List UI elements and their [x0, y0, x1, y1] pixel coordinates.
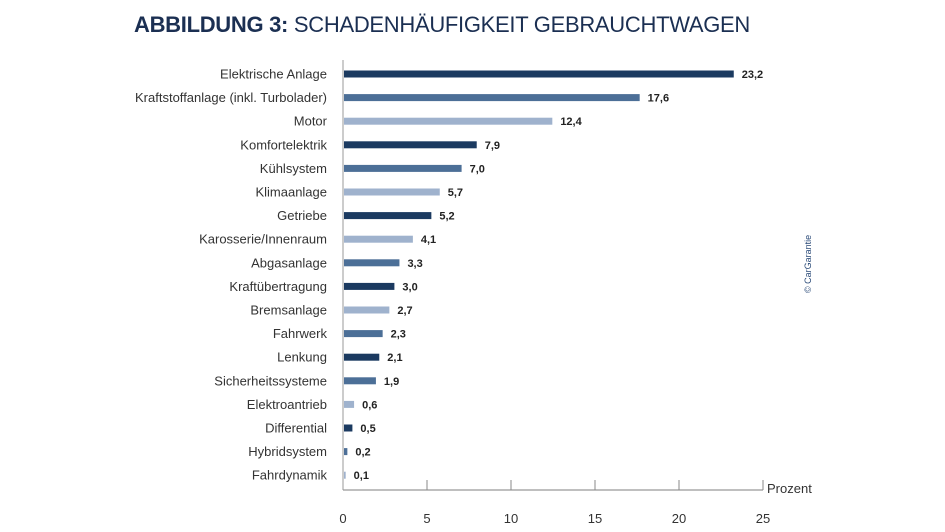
- bar: [344, 70, 734, 78]
- x-tick-label: 15: [588, 511, 602, 526]
- bar: [344, 117, 553, 125]
- category-label: Hybridsystem: [248, 444, 327, 459]
- category-label: Bremsanlage: [250, 303, 327, 318]
- category-label: Elektroantrieb: [247, 397, 327, 412]
- title-text: SCHADENHÄUFIGKEIT GEBRAUCHTWAGEN: [293, 12, 751, 37]
- x-axis-label: Prozent: [767, 481, 812, 496]
- category-label: Komfortelektrik: [240, 137, 327, 152]
- value-label: 1,9: [384, 376, 399, 388]
- category-label: Elektrische Anlage: [220, 67, 327, 82]
- category-label: Fahrwerk: [273, 326, 328, 341]
- category-label: Kühlsystem: [260, 161, 327, 176]
- category-label: Differential: [265, 421, 327, 436]
- bar: [344, 259, 400, 267]
- category-label: Sicherheitssysteme: [214, 373, 327, 388]
- value-label: 0,2: [355, 447, 370, 459]
- bar: [344, 141, 477, 149]
- value-label: 7,0: [470, 163, 485, 175]
- value-label: 0,6: [362, 399, 377, 411]
- value-label: 17,6: [648, 93, 669, 105]
- x-tick-label: 5: [423, 511, 430, 526]
- chart-title: ABBILDUNG 3: SCHADENHÄUFIGKEIT GEBRAUCHT…: [134, 12, 750, 38]
- value-label: 0,5: [360, 423, 375, 435]
- x-tick-label: 0: [339, 511, 346, 526]
- value-label: 4,1: [421, 234, 436, 246]
- value-label: 12,4: [560, 116, 582, 128]
- category-label: Fahrdynamik: [252, 468, 328, 483]
- title-bold: ABBILDUNG 3:: [134, 12, 289, 37]
- category-label: Kraftstoffanlage (inkl. Turbolader): [135, 90, 327, 105]
- value-label: 5,2: [439, 211, 454, 223]
- category-label: Karosserie/Innenraum: [199, 232, 327, 247]
- bar: [344, 188, 440, 196]
- category-label: Motor: [294, 114, 328, 129]
- category-label: Klimaanlage: [255, 185, 327, 200]
- bar: [344, 282, 395, 290]
- bar: [344, 377, 376, 385]
- bar: [344, 164, 462, 172]
- value-label: 0,1: [354, 470, 369, 482]
- category-label: Lenkung: [277, 350, 327, 365]
- bar: [344, 424, 353, 432]
- bar: [344, 330, 383, 338]
- x-tick-label: 20: [672, 511, 686, 526]
- category-label: Abgasanlage: [251, 255, 327, 270]
- value-label: 2,7: [397, 305, 412, 317]
- bar: [344, 94, 640, 102]
- category-label: Getriebe: [277, 208, 327, 223]
- category-label: Kraftübertragung: [229, 279, 327, 294]
- value-label: 5,7: [448, 187, 463, 199]
- value-label: 7,9: [485, 140, 500, 152]
- value-label: 23,2: [742, 69, 763, 81]
- bar: [344, 448, 348, 456]
- copyright-note: © CarGarantie: [803, 234, 813, 293]
- bar: [344, 471, 346, 479]
- x-tick-label: 10: [504, 511, 518, 526]
- bar: [344, 235, 413, 243]
- bar: [344, 400, 355, 408]
- value-label: 2,1: [387, 352, 402, 364]
- value-label: 3,0: [402, 281, 417, 293]
- bar: [344, 353, 380, 361]
- value-label: 3,3: [407, 258, 422, 270]
- bar: [344, 212, 432, 220]
- value-label: 2,3: [391, 329, 406, 341]
- bar: [344, 306, 390, 314]
- x-tick-label: 25: [756, 511, 770, 526]
